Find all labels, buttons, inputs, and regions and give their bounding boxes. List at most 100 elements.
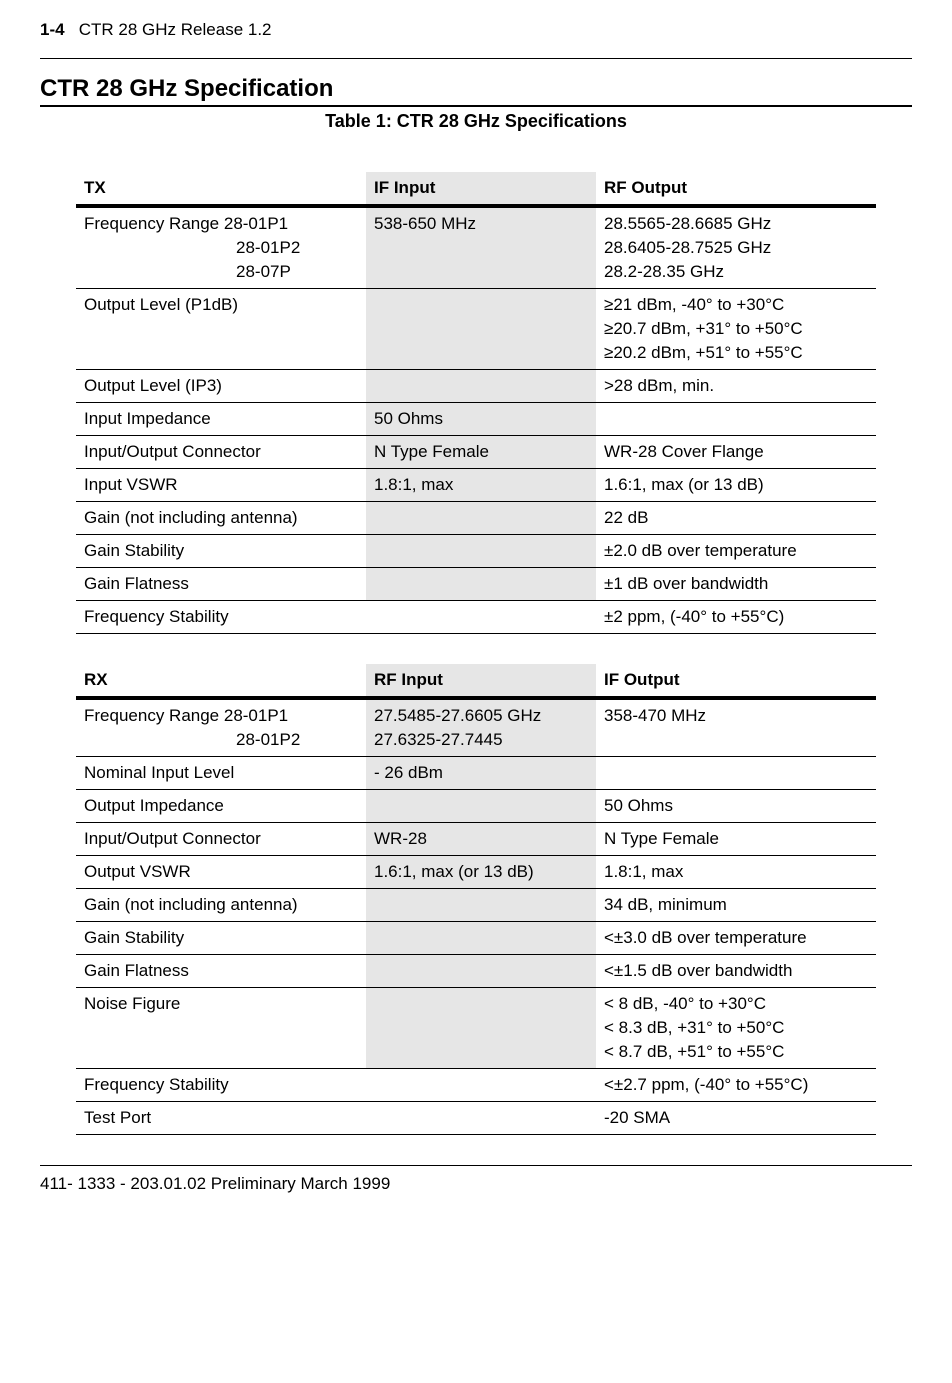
cell-line: ≥20.7 dBm, +31° to +50°C [604, 319, 864, 339]
tx-cell-mid: 1.8:1, max [366, 469, 596, 502]
cell-line: - 26 dBm [374, 763, 584, 783]
cell-line: ±1 dB over bandwidth [604, 574, 864, 594]
cell-line: WR-28 Cover Flange [604, 442, 864, 462]
section-title: CTR 28 GHz Specification [40, 75, 912, 103]
tx-cell-mid: 50 Ohms [366, 403, 596, 436]
cell-line: N Type Female [374, 442, 584, 462]
cell-line: Input/Output Connector [84, 829, 354, 849]
tx-cell-param: Gain Stability [76, 535, 366, 568]
cell-line: Gain Flatness [84, 574, 354, 594]
tx-cell-out: 28.5565-28.6685 GHz 28.6405-28.7525 GHz 28… [596, 206, 876, 289]
cell-line: 1.6:1, max (or 13 dB) [604, 475, 864, 495]
tx-row: Output Level (P1dB) ≥21 dBm, -40° to +30°… [76, 289, 876, 370]
cell-line: Gain Stability [84, 541, 354, 561]
tx-row: Input Impedance 50 Ohms [76, 403, 876, 436]
cell-line: < 8 dB, -40° to +30°C [604, 994, 864, 1014]
rx-row: Nominal Input Level - 26 dBm [76, 757, 876, 790]
cell-line: 34 dB, minimum [604, 895, 864, 915]
rx-header-3: IF Output [596, 664, 876, 698]
cell-line: 50 Ohms [604, 796, 864, 816]
cell-line: Input/Output Connector [84, 442, 354, 462]
tx-cell-out: ±2 ppm, (-40° to +55°C) [596, 601, 876, 634]
cell-line: 22 dB [604, 508, 864, 528]
rx-row: Frequency Stability<±2.7 ppm, (-40° to +… [76, 1069, 876, 1102]
cell-line: Test Port [84, 1108, 354, 1128]
rx-cell-mid [366, 922, 596, 955]
cell-line: < 8.3 dB, +31° to +50°C [604, 1018, 864, 1038]
rx-cell-out: N Type Female [596, 823, 876, 856]
rx-cell-param: Gain (not including antenna) [76, 889, 366, 922]
tx-cell-param: Input Impedance [76, 403, 366, 436]
tx-cell-mid: 538-650 MHz [366, 206, 596, 289]
tx-cell-out: >28 dBm, min. [596, 370, 876, 403]
tx-cell-param: Gain (not including antenna) [76, 502, 366, 535]
cell-line: <±3.0 dB over temperature [604, 928, 864, 948]
rx-cell-mid [366, 955, 596, 988]
title-rule [40, 105, 912, 107]
cell-line: 28-01P2 [84, 730, 354, 750]
rx-row: Noise Figure< 8 dB, -40° to +30°C< 8.3 d… [76, 988, 876, 1069]
cell-line: Input Impedance [84, 409, 354, 429]
tx-row: Gain Stability ±2.0 dB over temperature [76, 535, 876, 568]
tx-cell-out: 22 dB [596, 502, 876, 535]
cell-line: 27.6325-27.7445 [374, 730, 584, 750]
cell-line: 50 Ohms [374, 409, 584, 429]
cell-line: Output Level (P1dB) [84, 295, 354, 315]
rx-cell-param: Frequency Stability [76, 1069, 366, 1102]
cell-line: Input VSWR [84, 475, 354, 495]
tx-cell-param: Input/Output Connector [76, 436, 366, 469]
cell-line: Frequency Range 28-01P1 [84, 706, 354, 726]
rx-header-row: RX RF Input IF Output [76, 664, 876, 698]
tx-header-2: IF Input [366, 172, 596, 206]
page-footer: 411- 1333 - 203.01.02 Preliminary March … [40, 1174, 912, 1194]
tx-row: Frequency Range 28-01P128-01P228-07P538-… [76, 206, 876, 289]
rx-cell-out: <±1.5 dB over bandwidth [596, 955, 876, 988]
cell-line: Gain (not including antenna) [84, 508, 354, 528]
cell-line: Output Impedance [84, 796, 354, 816]
rx-cell-mid: - 26 dBm [366, 757, 596, 790]
cell-line: 28.6405-28.7525 GHz [604, 238, 864, 258]
rx-row: Test Port -20 SMA [76, 1102, 876, 1135]
rx-cell-param: Output VSWR [76, 856, 366, 889]
cell-line: ≥21 dBm, -40° to +30°C [604, 295, 864, 315]
cell-line: N Type Female [604, 829, 864, 849]
tx-cell-out: ±2.0 dB over temperature [596, 535, 876, 568]
cell-line: >28 dBm, min. [604, 376, 864, 396]
rx-row: Gain (not including antenna) 34 dB, minim… [76, 889, 876, 922]
rx-cell-param: Nominal Input Level [76, 757, 366, 790]
tx-row: Output Level (IP3) >28 dBm, min. [76, 370, 876, 403]
rx-cell-param: Test Port [76, 1102, 366, 1135]
cell-line: 1.8:1, max [604, 862, 864, 882]
tx-cell-param: Output Level (IP3) [76, 370, 366, 403]
cell-line: 28.2-28.35 GHz [604, 262, 864, 282]
cell-line: Output VSWR [84, 862, 354, 882]
rx-cell-mid [366, 1102, 596, 1135]
tx-cell-param: Gain Flatness [76, 568, 366, 601]
cell-line: 1.6:1, max (or 13 dB) [374, 862, 584, 882]
tx-header-1: TX [76, 172, 366, 206]
cell-line: -20 SMA [604, 1108, 864, 1128]
tx-table: TX IF Input RF Output Frequency Range 28… [76, 172, 876, 634]
tx-cell-out: WR-28 Cover Flange [596, 436, 876, 469]
table-caption: Table 1: CTR 28 GHz Specifications [40, 111, 912, 132]
tx-cell-mid [366, 502, 596, 535]
rx-cell-out: 358-470 MHz [596, 698, 876, 757]
tx-cell-out: 1.6:1, max (or 13 dB) [596, 469, 876, 502]
rx-row: Gain Stability <±3.0 dB over temperature [76, 922, 876, 955]
tx-cell-mid [366, 601, 596, 634]
rx-cell-mid: 27.5485-27.6605 GHz27.6325-27.7445 [366, 698, 596, 757]
rx-cell-mid: 1.6:1, max (or 13 dB) [366, 856, 596, 889]
tx-row: Input VSWR 1.8:1, max 1.6:1, max (or 13 dB… [76, 469, 876, 502]
cell-line: Nominal Input Level [84, 763, 354, 783]
tx-header-3: RF Output [596, 172, 876, 206]
tx-row: Input/Output Connector N Type Female WR-28… [76, 436, 876, 469]
tx-cell-param: Input VSWR [76, 469, 366, 502]
header-rule [40, 58, 912, 59]
cell-line: WR-28 [374, 829, 584, 849]
cell-line: 28.5565-28.6685 GHz [604, 214, 864, 234]
rx-cell-out [596, 757, 876, 790]
cell-line: <±1.5 dB over bandwidth [604, 961, 864, 981]
rx-header-2: RF Input [366, 664, 596, 698]
footer-rule [40, 1165, 912, 1166]
rx-cell-param: Gain Stability [76, 922, 366, 955]
